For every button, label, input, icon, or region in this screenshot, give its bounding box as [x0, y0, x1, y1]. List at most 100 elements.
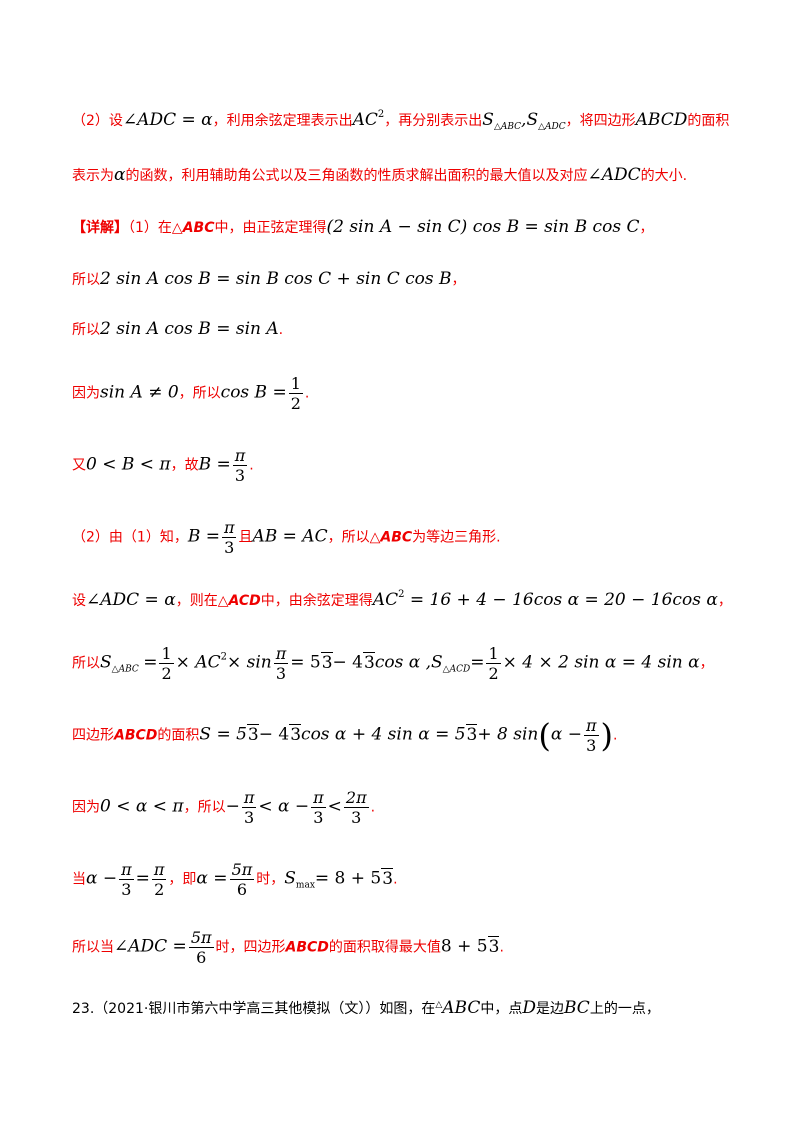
solution-text: 所以 [72, 655, 100, 672]
numerator: π [119, 860, 134, 880]
math-equation: 2 sin A cos B = sin B cos C + sin C cos … [100, 269, 452, 289]
hint-line-2: 表示为α的函数，利用辅助角公式以及三角函数的性质求解出面积的最大值以及对应∠AD… [72, 164, 687, 187]
math-sup: 2 [220, 651, 227, 663]
numerator: 1 [486, 644, 501, 664]
hint-text: 的大小. [640, 168, 688, 184]
hint-text: 的面积 [687, 113, 730, 129]
math-alpha: α [114, 165, 126, 185]
math-expr: = 16 + 4 − 16cos α = 20 − 16cos α [404, 590, 718, 610]
quad-abcd: ABCD [114, 727, 158, 744]
solution-text: 因为 [72, 799, 100, 816]
paren-right: ) [600, 716, 613, 755]
math-s: S [284, 868, 296, 889]
math-abc: ABC [442, 998, 481, 1018]
solution-text: 所以当 [72, 939, 114, 956]
math-s: S [482, 110, 494, 130]
math-s: S [431, 652, 443, 673]
fraction: 2π 3 [343, 788, 369, 827]
sqrt: 3 [487, 935, 500, 957]
solution-text: 因为 [72, 385, 100, 402]
solution-line-6: （2）由（1）知，B = π 3 且AB = AC，所以△ABC为等边三角形. [72, 518, 501, 557]
denominator: 2 [154, 880, 165, 899]
punct: . [304, 385, 310, 402]
numerator: π [232, 446, 248, 466]
solution-text: 又 [72, 457, 86, 474]
solution-text: 时， [256, 871, 285, 888]
solution-text: 中，由余弦定理得 [260, 593, 373, 609]
hint-text: ，利用余弦定理表示出 [212, 113, 353, 129]
math-expr: = [135, 868, 150, 889]
math-expr: ∠ADC = [114, 936, 187, 957]
denominator: 3 [586, 736, 597, 755]
denominator: 3 [275, 664, 287, 683]
denominator: 3 [351, 808, 362, 827]
math-expr: × sin [226, 652, 272, 673]
math-expr: < α − [258, 796, 310, 817]
solution-text: 为等边三角形. [412, 529, 501, 546]
denominator: 3 [234, 466, 246, 485]
math-eq: = [470, 652, 485, 673]
triangle-acd: ACD [228, 593, 261, 609]
math-expr: AB = AC [252, 526, 328, 547]
numerator: π [221, 518, 237, 538]
math-expr: cos α + 4 sin α = 5 [301, 724, 466, 745]
sqrt: 3 [246, 723, 259, 745]
punct: ， [699, 655, 714, 672]
solution-text: 当 [72, 871, 86, 888]
math-expr: + 8 sin [477, 724, 539, 745]
solution-text: ，则在△ [175, 593, 229, 609]
solution-text: 四边形 [72, 727, 114, 744]
numerator: π [151, 860, 167, 880]
math-bc: BC [564, 998, 590, 1018]
solution-line-10: 因为0 < α < π，所以− π 3 < α − π 3 <2π 3. [72, 788, 375, 827]
fraction: 5π 6 [188, 928, 214, 967]
solution-line-1: 【详解】（1）在△ABC中，由正弦定理得(2 sin A − sin C) co… [72, 216, 653, 239]
math-expr: 8 + 5 [440, 936, 488, 957]
math-expr: S = 5 [199, 724, 247, 745]
punct: . [393, 871, 398, 888]
detail-tag: 【详解】 [72, 220, 128, 236]
math-s: S [100, 652, 112, 673]
math-expr: cos α , [374, 652, 431, 673]
math-sup: 2 [377, 109, 385, 120]
numerator: 5π [229, 860, 255, 880]
sqrt: 3 [363, 651, 375, 673]
math-expr: = 8 + 5 [314, 868, 382, 889]
problem-text: 上的一点， [589, 1001, 660, 1017]
math-expr: × AC [175, 652, 221, 673]
solution-text: 的面积 [157, 727, 200, 744]
punct: ， [717, 593, 732, 609]
numerator: π [311, 788, 326, 808]
denominator: 2 [488, 664, 499, 683]
math-expr: < [327, 796, 342, 817]
numerator: 1 [288, 374, 303, 394]
math-angle-adc: ∠ADC [587, 165, 641, 185]
punct: . [612, 727, 618, 744]
punct: ， [451, 272, 466, 288]
denominator: 6 [196, 948, 207, 967]
numerator: π [273, 644, 289, 664]
math-expr: cos B = [220, 382, 287, 403]
math-expr: B = [198, 454, 231, 475]
math-expr: 0 < α < π [100, 796, 184, 817]
denominator: 2 [290, 394, 301, 413]
punct: . [499, 939, 504, 956]
math-equation: (2 sin A − sin C) cos B = sin B cos C [326, 217, 640, 237]
punct: . [249, 457, 254, 474]
solution-line-7: 设∠ADC = α，则在△ACD中，由余弦定理得AC2 = 16 + 4 − 1… [72, 584, 732, 612]
solution-text: 设 [72, 593, 86, 609]
sqrt: 3 [465, 723, 478, 745]
solution-text: ，即 [168, 871, 197, 888]
math-ac: AC [372, 590, 399, 610]
solution-line-5: 又0 < B < π，故B = π 3. [72, 446, 254, 485]
math-angle-adc: ∠ADC = α [122, 110, 213, 130]
math-expr: α = [196, 868, 228, 889]
math-expr: sin A ≠ 0 [100, 382, 179, 403]
math-sub: max [295, 880, 315, 891]
paren-left: ( [538, 716, 551, 755]
